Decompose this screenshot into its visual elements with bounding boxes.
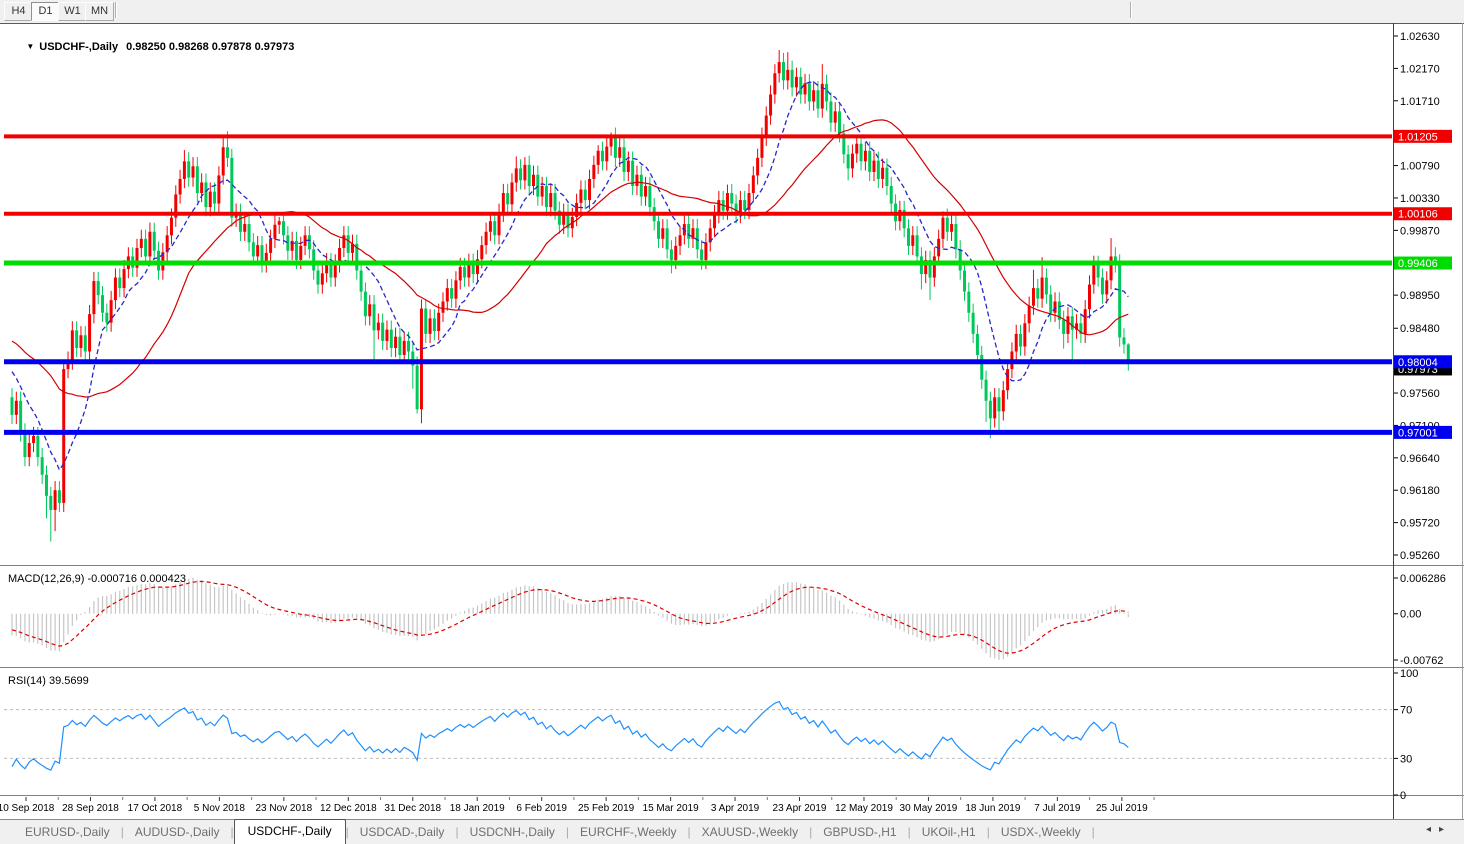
tab-separator: |: [1091, 825, 1095, 839]
toolbar-separator: [1130, 2, 1132, 18]
svg-text:70: 70: [1400, 705, 1412, 717]
svg-text:7 Jul 2019: 7 Jul 2019: [1034, 803, 1081, 814]
date-axis[interactable]: 10 Sep 2018 28 Sep 2018 17 Oct 2018 5 Nov 2…: [0, 797, 1155, 814]
tab-separator: |: [230, 825, 234, 839]
svg-text:0.006286: 0.006286: [1400, 573, 1446, 585]
level-price-label: [1394, 355, 1452, 369]
symbol-tab-ukoil[interactable]: UKOil-,H1: [921, 825, 976, 839]
ma-slow-line: [11, 119, 1129, 398]
symbol-tab-gbpusd[interactable]: GBPUSD-,H1: [823, 825, 897, 839]
symbol-tab-xauusd[interactable]: XAUUSD-,Weekly: [701, 825, 799, 839]
level-price-label: [1394, 256, 1452, 270]
level-price-label: [1394, 425, 1452, 439]
timeframe-button-mn[interactable]: MN: [85, 2, 114, 21]
svg-text:0.97560: 0.97560: [1400, 388, 1440, 400]
symbol-tab-eurchf[interactable]: EURCHF-,Weekly: [580, 825, 677, 839]
svg-text:12 May 2019: 12 May 2019: [835, 803, 893, 814]
svg-text:17 Oct 2018: 17 Oct 2018: [128, 803, 183, 814]
chart-ohlc-values: 0.98250 0.98268 0.97878 0.97973: [126, 41, 295, 53]
symbol-tab-usdchf[interactable]: USDCHF-,Daily: [233, 819, 346, 844]
svg-text:0.98004: 0.98004: [1398, 357, 1438, 369]
svg-text:25 Feb 2019: 25 Feb 2019: [578, 803, 635, 814]
collapse-arrow-icon[interactable]: ▼: [26, 42, 35, 51]
svg-text:0.96640: 0.96640: [1400, 453, 1440, 465]
svg-text:18 Jan 2019: 18 Jan 2019: [450, 803, 505, 814]
chart-title: ▼ USDCHF-,Daily 0.98250 0.98268 0.97878 0.…: [8, 29, 294, 65]
timeframe-button-d1[interactable]: D1: [31, 2, 60, 21]
svg-text:0.98480: 0.98480: [1400, 323, 1440, 335]
svg-text:30: 30: [1400, 753, 1412, 765]
svg-text:31 Dec 2018: 31 Dec 2018: [384, 803, 441, 814]
timeframe-button-h4[interactable]: H4: [4, 2, 33, 21]
svg-text:5 Nov 2018: 5 Nov 2018: [194, 803, 246, 814]
svg-text:23 Nov 2018: 23 Nov 2018: [255, 803, 312, 814]
tab-separator: |: [809, 825, 813, 839]
svg-text:6 Feb 2019: 6 Feb 2019: [516, 803, 567, 814]
tab-separator: |: [907, 825, 911, 839]
svg-text:0.97001: 0.97001: [1398, 427, 1438, 439]
svg-text:0.00: 0.00: [1400, 609, 1421, 621]
rsi-indicator-label: RSI(14) 39.5699: [8, 675, 89, 687]
svg-text:25 Jul 2019: 25 Jul 2019: [1096, 803, 1148, 814]
svg-text:18 Jun 2019: 18 Jun 2019: [965, 803, 1020, 814]
rsi-line: [11, 700, 1129, 771]
tab-scroll-left-icon[interactable]: ◂: [1425, 824, 1439, 835]
svg-text:1.02630: 1.02630: [1400, 31, 1440, 43]
tab-separator: |: [565, 825, 570, 839]
level-price-label: [1394, 207, 1452, 221]
toolbar-separator: [115, 2, 117, 18]
macd-indicator-label: MACD(12,26,9) -0.000716 0.000423: [8, 573, 186, 585]
svg-text:100: 100: [1400, 668, 1418, 680]
svg-text:12 Dec 2018: 12 Dec 2018: [320, 803, 377, 814]
macd-signal-line: [11, 580, 1129, 654]
symbol-tab-bar: EURUSD-,Daily | AUDUSD-,Daily | USDCHF-,Dail…: [0, 819, 1464, 844]
timeframe-toolbar: H4 D1 W1 MN: [0, 0, 1464, 22]
svg-text:10 Sep 2018: 10 Sep 2018: [0, 803, 55, 814]
svg-text:-0.00762: -0.00762: [1400, 655, 1443, 667]
symbol-tab-usdcad[interactable]: USDCAD-,Daily: [359, 825, 445, 839]
svg-text:23 Apr 2019: 23 Apr 2019: [773, 803, 827, 814]
svg-text:30 May 2019: 30 May 2019: [900, 803, 958, 814]
level-price-label: [1394, 129, 1452, 143]
tab-separator: |: [120, 825, 124, 839]
chart-window: 1.02630 1.02170 1.01710 1.00790 1.00330 0.998…: [0, 22, 1464, 819]
svg-text:1.00330: 1.00330: [1400, 193, 1440, 205]
svg-text:28 Sep 2018: 28 Sep 2018: [62, 803, 119, 814]
svg-text:0.98950: 0.98950: [1400, 290, 1440, 302]
svg-text:0: 0: [1400, 790, 1406, 802]
svg-text:0.99870: 0.99870: [1400, 225, 1440, 237]
chart-symbol-period: USDCHF-,Daily: [39, 41, 119, 53]
symbol-tab-audusd[interactable]: AUDUSD-,Daily: [134, 825, 220, 839]
svg-text:15 Mar 2019: 15 Mar 2019: [643, 803, 700, 814]
svg-text:0.95260: 0.95260: [1400, 550, 1440, 562]
svg-text:0.99406: 0.99406: [1398, 258, 1438, 270]
symbol-tab-eurusd[interactable]: EURUSD-,Daily: [25, 825, 110, 839]
symbol-tab-usdcnh[interactable]: USDCNH-,Daily: [469, 825, 555, 839]
svg-text:1.00790: 1.00790: [1400, 161, 1440, 173]
svg-text:3 Apr 2019: 3 Apr 2019: [711, 803, 760, 814]
svg-text:1.02170: 1.02170: [1400, 63, 1440, 75]
svg-text:1.01710: 1.01710: [1400, 96, 1440, 108]
tab-scroll-arrows: ◂▸: [1426, 824, 1452, 835]
svg-text:0.95720: 0.95720: [1400, 518, 1440, 530]
symbol-tab-usdx[interactable]: USDX-,Weekly: [1000, 825, 1081, 839]
tab-separator: |: [986, 825, 990, 839]
price-axis[interactable]: 1.02630 1.02170 1.01710 1.00790 1.00330 0.998…: [1394, 31, 1452, 802]
tab-list: EURUSD-,Daily | AUDUSD-,Daily | USDCHF-,Dail…: [14, 819, 1095, 844]
svg-text:1.01205: 1.01205: [1398, 131, 1438, 143]
timeframe-button-w1[interactable]: W1: [58, 2, 87, 21]
chart-canvas[interactable]: 1.02630 1.02170 1.01710 1.00790 1.00330 0.998…: [0, 22, 1464, 819]
ma-fast-line: [11, 81, 1129, 472]
tab-separator: |: [345, 825, 349, 839]
svg-text:0.96180: 0.96180: [1400, 485, 1440, 497]
macd-layer[interactable]: [11, 578, 1129, 660]
tab-separator: |: [687, 825, 691, 839]
svg-text:1.00106: 1.00106: [1398, 209, 1438, 221]
tab-separator: |: [455, 825, 459, 839]
tab-scroll-right-icon[interactable]: ▸: [1438, 824, 1452, 835]
chart-background: [0, 23, 1464, 819]
